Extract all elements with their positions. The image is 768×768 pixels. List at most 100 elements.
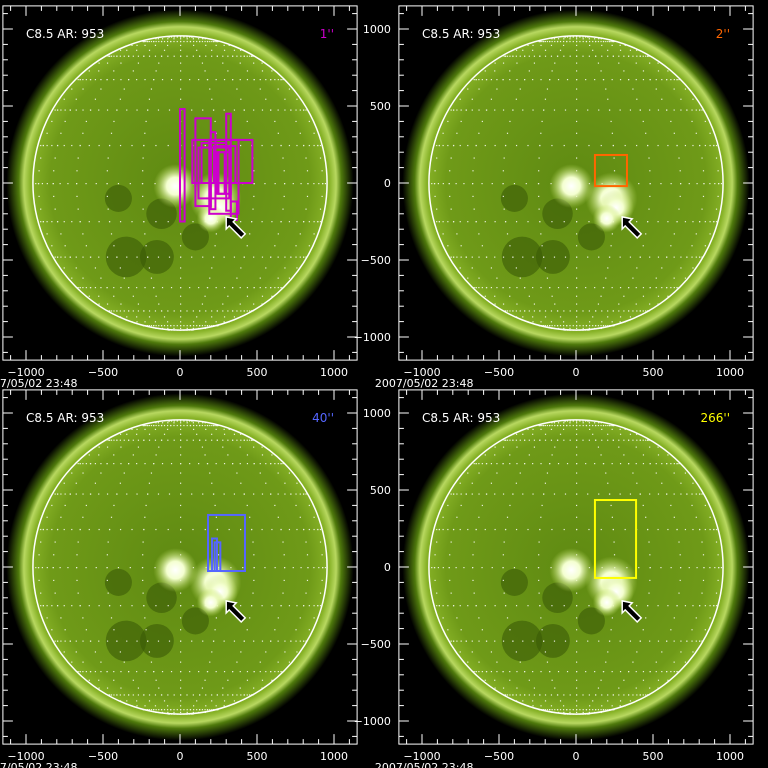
grid-dot	[277, 640, 279, 642]
grid-dot	[54, 208, 56, 210]
grid-dot	[539, 144, 541, 147]
grid-dot	[136, 286, 138, 289]
x-tick-label: 500	[247, 750, 268, 763]
grid-dot	[602, 424, 605, 427]
grid-dot	[605, 472, 607, 474]
grid-dot	[246, 70, 249, 72]
grid-dot	[71, 605, 73, 607]
grid-dot	[280, 144, 282, 147]
grid-dot	[473, 208, 475, 210]
grid-dot	[154, 694, 157, 696]
grid-dot	[228, 44, 230, 46]
grid-dot	[649, 170, 651, 172]
grid-dot	[597, 446, 600, 448]
grid-dot	[215, 40, 217, 43]
grid-dot	[455, 567, 457, 569]
grid-dot	[600, 144, 602, 147]
grid-dot	[676, 670, 678, 673]
grid-dot	[319, 528, 322, 531]
grid-dot	[699, 221, 701, 223]
grid-dot	[249, 694, 251, 696]
grid-dot	[600, 424, 602, 427]
grid-dot	[107, 208, 109, 210]
grid-dot	[313, 233, 315, 235]
grid-dot	[695, 256, 697, 258]
grid-dot	[562, 40, 565, 43]
grid-dot	[145, 120, 147, 123]
grid-dot	[624, 428, 626, 430]
grid-dot	[576, 132, 578, 134]
grid-dot	[40, 221, 42, 223]
grid-dot	[551, 679, 553, 681]
grid-dot	[60, 109, 62, 111]
grid-dot	[588, 605, 590, 607]
grid-dot	[167, 694, 169, 696]
grid-dot	[141, 183, 144, 185]
grid-dot	[611, 79, 613, 81]
grid-dot	[512, 256, 514, 258]
grid-dot	[40, 144, 42, 147]
arrow-icon	[621, 215, 643, 239]
grid-dot	[308, 605, 310, 607]
grid-dot	[636, 651, 638, 653]
grid-dot	[522, 316, 524, 318]
grid-dot	[85, 183, 87, 185]
grid-dot	[467, 661, 469, 663]
grid-dot	[473, 79, 475, 81]
grid-dot	[519, 472, 521, 474]
grid-dot	[704, 528, 706, 531]
grid-dot	[137, 303, 140, 305]
grid-dot	[89, 463, 92, 465]
grid-dot	[157, 640, 160, 642]
grid-dot	[704, 120, 706, 123]
grid-dot	[231, 463, 234, 465]
grid-dot	[699, 640, 701, 642]
grid-dot	[82, 670, 84, 673]
grid-dot	[217, 554, 220, 556]
grid-dot	[143, 55, 145, 57]
grid-dot	[563, 310, 565, 312]
grid-dot	[589, 428, 591, 430]
grid-dot	[126, 640, 128, 642]
grid-dot	[319, 605, 322, 607]
grid-dot	[94, 670, 97, 673]
grid-dot	[284, 640, 286, 642]
grid-dot	[566, 36, 569, 38]
grid-dot	[541, 40, 543, 43]
coronal-hole	[577, 607, 605, 635]
grid-dot	[313, 617, 315, 619]
grid-dot	[484, 454, 486, 456]
grid-dot	[509, 55, 511, 57]
grid-dot	[639, 310, 641, 312]
grid-dot	[618, 62, 620, 64]
grid-dot	[261, 221, 263, 223]
grid-dot	[167, 144, 169, 147]
grid-dot	[113, 679, 115, 681]
grid-dot	[71, 661, 73, 663]
grid-dot	[450, 541, 452, 543]
grid-dot	[648, 592, 650, 594]
grid-dot	[666, 493, 668, 495]
grid-dot	[597, 424, 600, 427]
grid-dot	[541, 120, 543, 123]
grid-dot	[512, 493, 514, 495]
grid-dot	[240, 651, 242, 653]
grid-dot	[180, 605, 182, 607]
grid-dot	[155, 295, 157, 297]
grid-dot	[569, 711, 571, 714]
coronal-hole	[501, 236, 543, 278]
grid-dot	[459, 98, 461, 100]
grid-dot	[642, 694, 644, 696]
grid-dot	[684, 221, 687, 223]
grid-dot	[313, 605, 315, 607]
grid-dot	[108, 528, 111, 531]
grid-dot	[163, 433, 166, 435]
grid-dot	[515, 310, 517, 312]
grid-dot	[253, 463, 255, 465]
grid-dot	[106, 62, 109, 64]
grid-dot	[569, 310, 571, 312]
grid-dot	[153, 709, 155, 711]
grid-dot	[82, 516, 84, 518]
grid-dot	[270, 256, 272, 258]
grid-dot	[481, 120, 483, 123]
